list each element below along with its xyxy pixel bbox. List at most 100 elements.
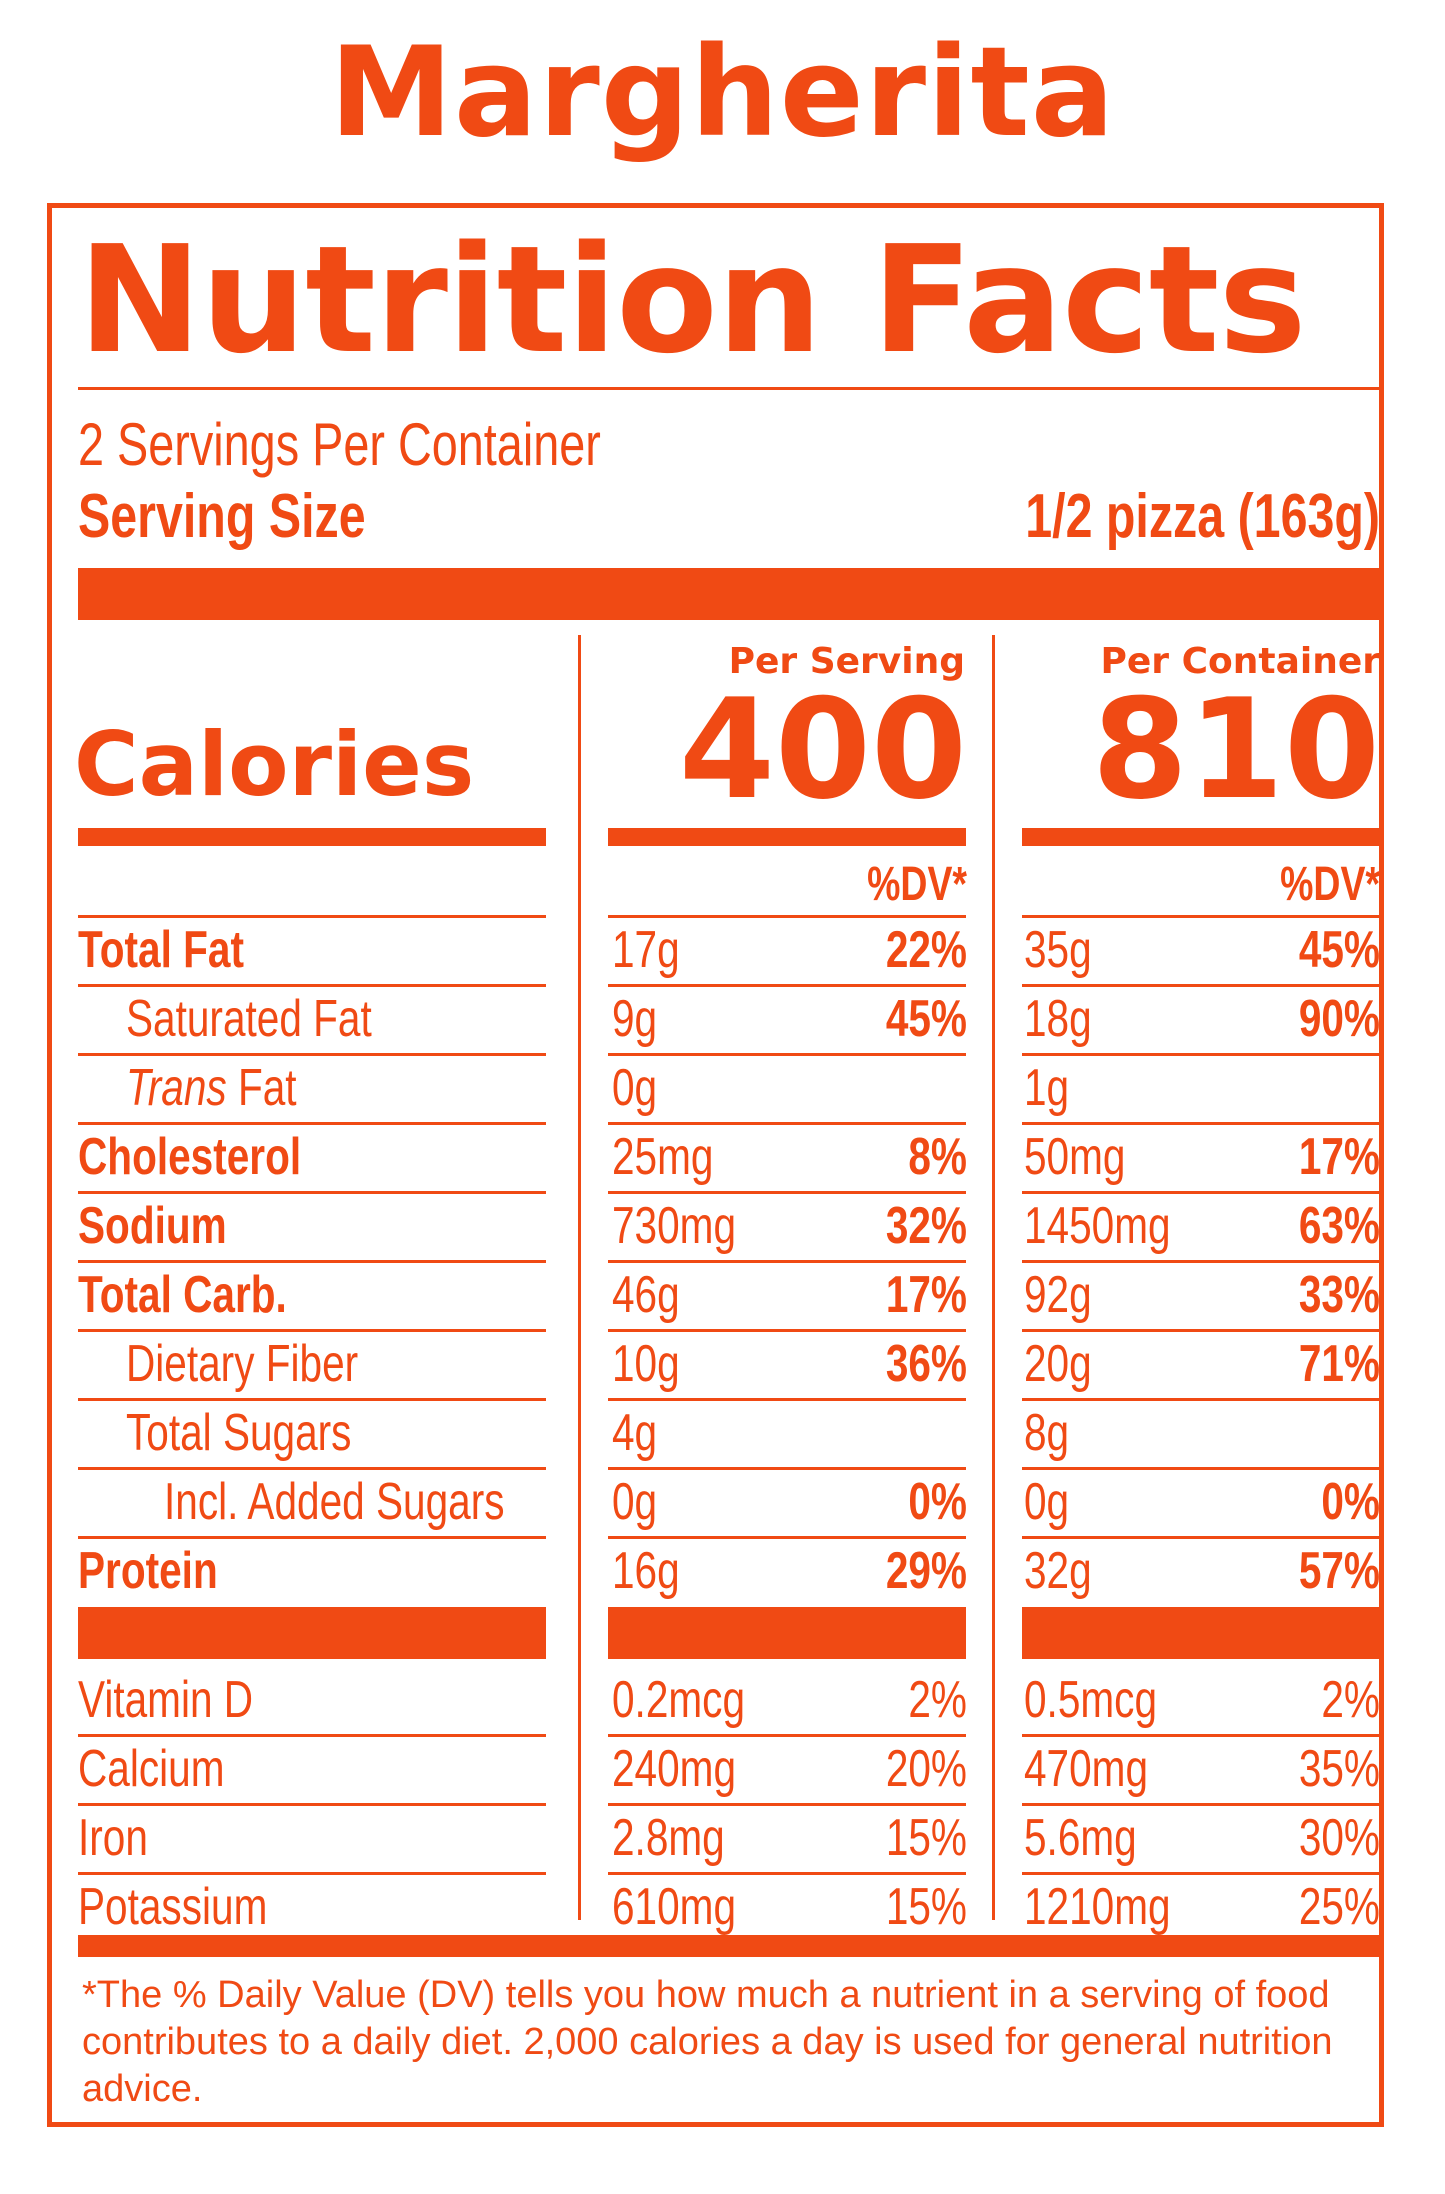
vitamin-serving-dv: 2% xyxy=(908,1671,967,1729)
serving-amount: 0g xyxy=(612,1059,658,1117)
row-divider-serving xyxy=(608,915,966,918)
vitamin-serving-dv: 15% xyxy=(885,1878,967,1936)
serving-amount: 17g xyxy=(612,921,680,979)
row-divider-label xyxy=(78,1191,546,1194)
vitamin-divider-container xyxy=(1022,1803,1383,1806)
serving-amount: 46g xyxy=(612,1266,680,1324)
serving-dv: 45% xyxy=(885,990,967,1048)
container-dv: 63% xyxy=(1298,1197,1380,1255)
row-divider-serving xyxy=(608,1536,966,1539)
serving-dv: 29% xyxy=(885,1542,967,1600)
nutrient-name: Total Sugars xyxy=(126,1404,352,1462)
vitamin-serving-amount: 610mg xyxy=(612,1878,737,1936)
container-dv: 0% xyxy=(1321,1473,1380,1531)
serving-amount: 25mg xyxy=(612,1128,714,1186)
serving-dv: 22% xyxy=(885,921,967,979)
row-divider-serving xyxy=(608,1191,966,1194)
vitamin-serving-amount: 0.2mcg xyxy=(612,1671,746,1729)
row-divider-label xyxy=(78,1536,546,1539)
calories-per-container: 810 xyxy=(1091,669,1380,830)
nutrient-name: Dietary Fiber xyxy=(126,1335,359,1393)
nutrient-name-italic: Trans xyxy=(126,1059,227,1117)
vitamin-container-amount: 1210mg xyxy=(1024,1878,1171,1936)
serving-amount: 9g xyxy=(612,990,658,1048)
column-separator-left xyxy=(578,635,581,1920)
nutrient-name: Incl. Added Sugars xyxy=(164,1473,505,1531)
calories-label: Calories xyxy=(74,713,475,816)
container-amount: 8g xyxy=(1024,1404,1070,1462)
footnote: *The % Daily Value (DV) tells you how mu… xyxy=(82,1974,1333,2110)
row-divider-container xyxy=(1022,1467,1383,1470)
vitamin-name: Potassium xyxy=(78,1878,268,1936)
row-divider-serving xyxy=(608,1467,966,1470)
row-divider-serving xyxy=(608,984,966,987)
vitamin-divider-serving xyxy=(608,1803,966,1806)
row-divider-container xyxy=(1022,1536,1383,1539)
container-dv: 71% xyxy=(1298,1335,1380,1393)
serving-dv: 8% xyxy=(908,1128,967,1186)
nutrient-name: Total Carb. xyxy=(78,1266,287,1324)
row-divider-label xyxy=(78,1398,546,1401)
nutrition-facts-heading: Nutrition Facts xyxy=(78,214,1307,386)
product-title: Margherita xyxy=(329,21,1116,165)
footnote-bar xyxy=(78,1935,1383,1957)
dv-header-container: %DV* xyxy=(1280,858,1380,911)
vitamin-divider-serving xyxy=(608,1734,966,1737)
row-divider-label xyxy=(78,984,546,987)
serving-dv: 17% xyxy=(885,1266,967,1324)
row-divider-label xyxy=(78,1260,546,1263)
container-amount: 92g xyxy=(1024,1266,1092,1324)
container-dv: 17% xyxy=(1298,1128,1380,1186)
row-divider-label xyxy=(78,1467,546,1470)
column-separator-right xyxy=(992,635,995,1920)
vitamin-serving-amount: 240mg xyxy=(612,1740,737,1798)
servings-per-container: 2 Servings Per Container xyxy=(78,411,601,478)
calories-per-serving: 400 xyxy=(678,669,967,830)
row-divider-serving xyxy=(608,1260,966,1263)
serving-dv: 0% xyxy=(908,1473,967,1531)
row-divider-container xyxy=(1022,1191,1383,1194)
calories-bar-label xyxy=(78,828,546,846)
serving-size-value: 1/2 pizza (163g) xyxy=(1025,482,1380,551)
vitamin-container-amount: 5.6mg xyxy=(1024,1809,1137,1867)
vitamin-serving-dv: 15% xyxy=(885,1809,967,1867)
row-divider-container xyxy=(1022,1122,1383,1125)
vitamin-bar-label xyxy=(78,1607,546,1659)
row-divider-serving xyxy=(608,1122,966,1125)
dv-header-serving: %DV* xyxy=(867,858,967,911)
vitamin-container-dv: 35% xyxy=(1298,1740,1380,1798)
serving-amount: 10g xyxy=(612,1335,680,1393)
calories-bar-container xyxy=(1022,828,1383,846)
vitamin-container-dv: 30% xyxy=(1298,1809,1380,1867)
calories-bar-serving xyxy=(608,828,966,846)
vitamin-divider-label xyxy=(78,1872,546,1875)
vitamin-bar-serving xyxy=(608,1607,966,1659)
vitamin-serving-dv: 20% xyxy=(885,1740,967,1798)
heading-divider xyxy=(78,387,1383,390)
container-amount: 0g xyxy=(1024,1473,1070,1531)
row-divider-label xyxy=(78,1053,546,1056)
row-divider-serving xyxy=(608,1053,966,1056)
vitamin-divider-container xyxy=(1022,1872,1383,1875)
serving-thick-bar xyxy=(78,568,1383,620)
nutrient-name: Protein xyxy=(78,1542,218,1600)
serving-dv: 32% xyxy=(885,1197,967,1255)
nutrient-name: Sodium xyxy=(78,1197,227,1255)
vitamin-container-amount: 0.5mcg xyxy=(1024,1671,1158,1729)
vitamin-divider-serving xyxy=(608,1872,966,1875)
container-dv: 45% xyxy=(1298,921,1380,979)
nutrient-name: Trans Fat xyxy=(126,1059,297,1117)
vitamin-divider-label xyxy=(78,1803,546,1806)
serving-amount: 730mg xyxy=(612,1197,737,1255)
row-divider-label xyxy=(78,1329,546,1332)
row-divider-container xyxy=(1022,915,1383,918)
container-dv: 57% xyxy=(1298,1542,1380,1600)
serving-amount: 16g xyxy=(612,1542,680,1600)
nutrition-label-panel xyxy=(47,203,1384,2127)
row-divider-container xyxy=(1022,984,1383,987)
vitamin-divider-label xyxy=(78,1734,546,1737)
row-divider-container xyxy=(1022,1398,1383,1401)
per-serving-header: Per Serving xyxy=(728,641,965,682)
container-amount: 50mg xyxy=(1024,1128,1126,1186)
container-dv: 33% xyxy=(1298,1266,1380,1324)
